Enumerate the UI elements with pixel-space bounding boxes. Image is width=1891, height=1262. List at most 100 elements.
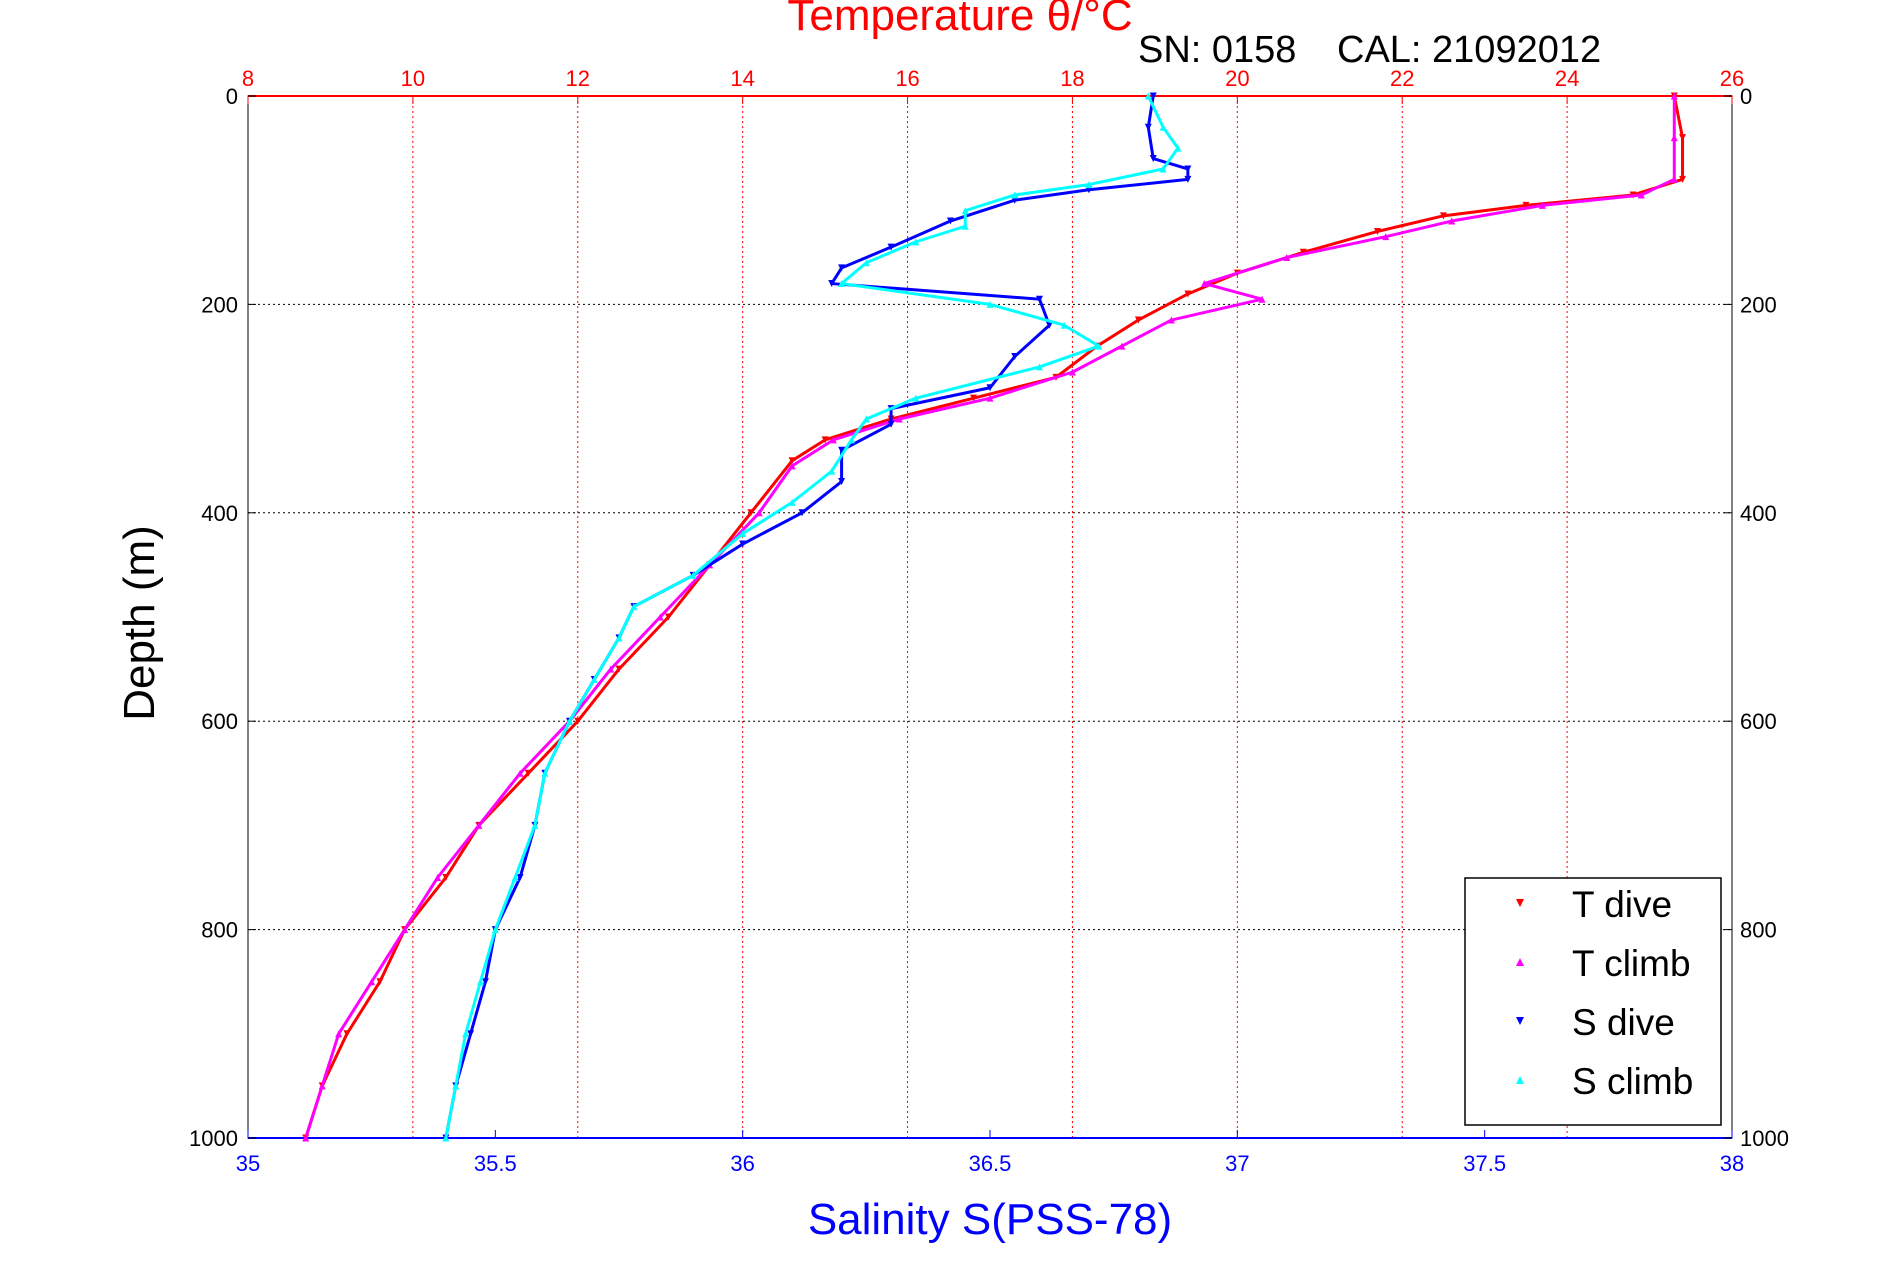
legend-marker [1516, 899, 1524, 907]
data-point [475, 821, 483, 829]
data-point [1045, 321, 1053, 329]
data-point [1095, 342, 1103, 350]
data-point [302, 1134, 310, 1142]
data-point [615, 634, 623, 642]
data-point [615, 665, 623, 673]
serial-number-label: SN: 0158 [1138, 29, 1296, 71]
legend-marker [1516, 958, 1524, 966]
data-point [798, 509, 806, 517]
data-point [318, 1082, 326, 1090]
bottom-tick-label: 37 [1225, 1151, 1249, 1176]
data-point [511, 874, 519, 881]
data-point [788, 457, 796, 465]
data-point [1184, 165, 1192, 173]
data-point [343, 1030, 351, 1038]
data-point [821, 436, 829, 444]
legend: T dive T climb S dive S climb [1464, 877, 1722, 1126]
data-point [1382, 233, 1390, 241]
top-axis-title: Temperature θ/°C [787, 0, 1132, 40]
data-point [739, 540, 747, 548]
data-point [1159, 165, 1167, 173]
left-tick-label: 600 [201, 709, 238, 734]
right-tick-label: 200 [1740, 292, 1777, 317]
data-point [541, 769, 549, 777]
bottom-tick-label: 36.5 [969, 1151, 1012, 1176]
data-point [755, 509, 763, 517]
top-tick-label: 12 [566, 66, 590, 91]
right-tick-labels: 0 200 400 600 800 1000 [1724, 84, 1789, 1151]
bottom-tick-labels: 35 35.5 36 36.5 37 37.5 38 [236, 1130, 1744, 1176]
top-tick-label: 10 [401, 66, 425, 91]
left-tick-label: 0 [226, 84, 238, 109]
data-series [302, 92, 1687, 1142]
data-point [895, 415, 903, 423]
top-tick-label: 18 [1060, 66, 1084, 91]
data-point [434, 874, 442, 881]
right-tick-label: 0 [1740, 84, 1752, 109]
data-point [1670, 92, 1678, 100]
series-s-climb [442, 92, 1182, 1142]
data-point [946, 217, 954, 225]
data-point [1035, 363, 1043, 371]
data-point [574, 717, 582, 725]
data-point [1200, 280, 1208, 288]
data-point [516, 874, 524, 881]
data-point [566, 717, 574, 725]
data-point [862, 415, 870, 423]
bottom-tick-label: 37.5 [1463, 1151, 1506, 1176]
data-point [829, 436, 837, 444]
bottom-tick-label: 35.5 [474, 1151, 517, 1176]
bottom-tick-label: 35 [236, 1151, 260, 1176]
data-point [376, 978, 384, 986]
data-point [442, 874, 450, 881]
left-tick-labels: 0 200 400 600 800 1000 [189, 84, 256, 1151]
data-point [747, 509, 755, 517]
data-point [1068, 368, 1076, 376]
data-point [788, 462, 796, 470]
data-point [986, 384, 994, 392]
data-point [1670, 134, 1678, 142]
right-tick-label: 800 [1740, 918, 1777, 943]
data-point [970, 394, 978, 402]
data-point [1522, 201, 1530, 209]
data-point [1060, 321, 1068, 329]
legend-label: S dive [1572, 1002, 1675, 1043]
data-point [838, 264, 846, 272]
data-point [630, 603, 638, 611]
data-point [1011, 191, 1019, 199]
legend-label: T climb [1572, 943, 1691, 984]
data-point [368, 978, 376, 986]
data-point [442, 1134, 450, 1142]
top-tick-label: 26 [1720, 66, 1744, 91]
data-point [467, 1030, 475, 1038]
data-point [401, 926, 409, 934]
right-tick-label: 600 [1740, 709, 1777, 734]
data-point [1283, 254, 1291, 262]
data-point [838, 478, 846, 486]
data-point [1011, 353, 1019, 360]
top-tick-label: 14 [730, 66, 754, 91]
data-point [887, 243, 895, 251]
top-tick-label: 8 [242, 66, 254, 91]
y-axis-title: Depth (m) [115, 525, 164, 721]
bottom-tick-label: 38 [1720, 1151, 1744, 1176]
data-point [689, 571, 697, 579]
data-point [516, 769, 524, 777]
data-point [1448, 217, 1456, 225]
data-point [887, 420, 895, 428]
series-line [304, 96, 1676, 1139]
legend-marker [1516, 1076, 1524, 1084]
legend-marker [1516, 1017, 1524, 1025]
data-point [1167, 316, 1175, 324]
data-point [961, 207, 969, 215]
data-point [828, 280, 836, 288]
left-tick-label: 200 [201, 292, 238, 317]
data-point [656, 613, 664, 621]
data-point [531, 821, 539, 829]
data-point [664, 613, 672, 621]
left-tick-label: 800 [201, 918, 238, 943]
data-point [838, 446, 846, 454]
data-point [481, 978, 489, 986]
data-point [1085, 181, 1093, 189]
